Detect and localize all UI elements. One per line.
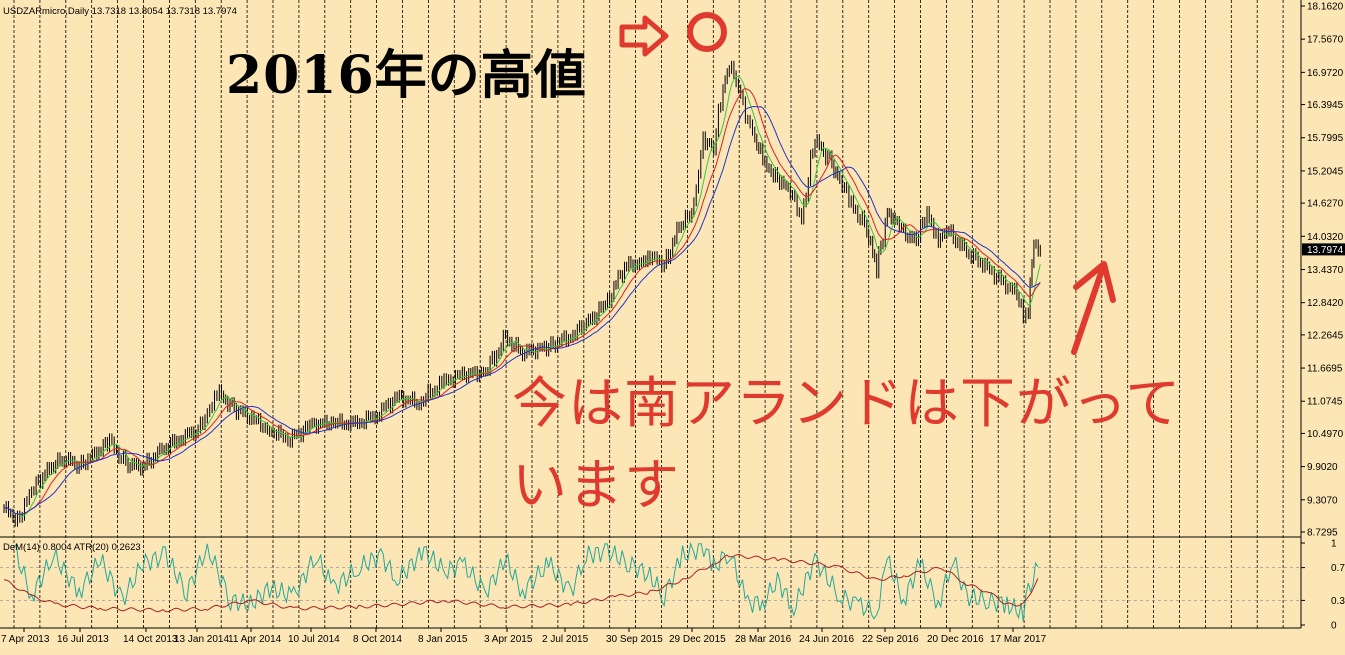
x-tick-label: 2 Jul 2015 bbox=[542, 634, 589, 645]
y-tick-label: 15.2045 bbox=[1307, 166, 1344, 177]
indicator-tick-label: 0 bbox=[1331, 621, 1337, 632]
x-tick-label: 29 Dec 2015 bbox=[669, 634, 726, 645]
symbol-header: USDZARmicro,Daily 13.7318 13.8054 13.731… bbox=[3, 6, 237, 17]
x-tick-label: 13 Jan 2014 bbox=[174, 634, 229, 645]
x-tick-label: 8 Jan 2015 bbox=[418, 634, 468, 645]
x-tick-label: 17 Mar 2017 bbox=[990, 634, 1047, 645]
x-tick-label: 7 Apr 2013 bbox=[1, 634, 50, 645]
x-tick-label: 24 Jun 2016 bbox=[799, 634, 854, 645]
y-tick-label: 14.6270 bbox=[1307, 199, 1344, 210]
x-tick-label: 20 Dec 2016 bbox=[927, 634, 984, 645]
indicator-tick-label: 0.3 bbox=[1331, 596, 1345, 607]
y-tick-label: 12.8420 bbox=[1307, 298, 1344, 309]
y-tick-label: 11.6695 bbox=[1307, 364, 1343, 375]
y-tick-label: 15.7995 bbox=[1307, 133, 1344, 144]
x-tick-label: 3 Apr 2015 bbox=[484, 634, 533, 645]
x-tick-label: 14 Oct 2013 bbox=[123, 634, 178, 645]
circle-icon bbox=[687, 12, 727, 52]
x-tick-label: 30 Sep 2015 bbox=[606, 634, 663, 645]
y-tick-label: 10.4970 bbox=[1307, 429, 1344, 440]
ma-mid-line bbox=[3, 88, 1041, 516]
ma-slow-line bbox=[3, 105, 1041, 516]
x-tick-label: 22 Sep 2016 bbox=[862, 634, 919, 645]
x-tick-label: 16 Jul 2013 bbox=[57, 634, 109, 645]
arrow-up-icon bbox=[1071, 261, 1116, 355]
y-tick-label: 11.0745 bbox=[1307, 397, 1343, 408]
high-annotation: 2016年の高値 bbox=[226, 45, 587, 106]
demarker-line bbox=[13, 541, 1039, 622]
y-tick-label: 12.2645 bbox=[1307, 330, 1344, 341]
price-series-group bbox=[3, 60, 1041, 527]
arrow-right-icon bbox=[619, 15, 669, 57]
y-tick-label: 18.1620 bbox=[1307, 2, 1344, 13]
ma-fast-line bbox=[3, 75, 1041, 518]
y-tick-label: 14.0320 bbox=[1307, 232, 1344, 243]
current-price-label: 13.7974 bbox=[1307, 245, 1344, 256]
indicator-tick-label: 1 bbox=[1331, 539, 1337, 550]
current-price-box bbox=[1302, 243, 1345, 256]
y-tick-label: 17.5670 bbox=[1307, 35, 1344, 46]
y-tick-label: 9.3070 bbox=[1307, 495, 1338, 506]
atr-line bbox=[3, 553, 1039, 613]
x-tick-label: 8 Oct 2014 bbox=[353, 634, 402, 645]
y-tick-label: 8.7295 bbox=[1307, 528, 1338, 539]
current-annotation: 今は南アランドは下がっています bbox=[512, 371, 1182, 517]
y-tick-label: 9.9020 bbox=[1307, 462, 1338, 473]
x-tick-label: 28 Mar 2016 bbox=[735, 634, 792, 645]
indicator-tick-label: 0.7 bbox=[1331, 563, 1345, 574]
x-tick-label: 10 Jul 2014 bbox=[288, 634, 340, 645]
y-tick-label: 13.4370 bbox=[1307, 265, 1344, 276]
indicator-series-group bbox=[3, 541, 1039, 622]
y-tick-label: 16.9720 bbox=[1307, 68, 1344, 79]
indicator-header: DeM(14) 0.8004 ATR(20) 0.2623 bbox=[3, 542, 141, 553]
y-tick-label: 16.3945 bbox=[1307, 100, 1344, 111]
x-tick-label: 11 Apr 2014 bbox=[228, 634, 282, 645]
